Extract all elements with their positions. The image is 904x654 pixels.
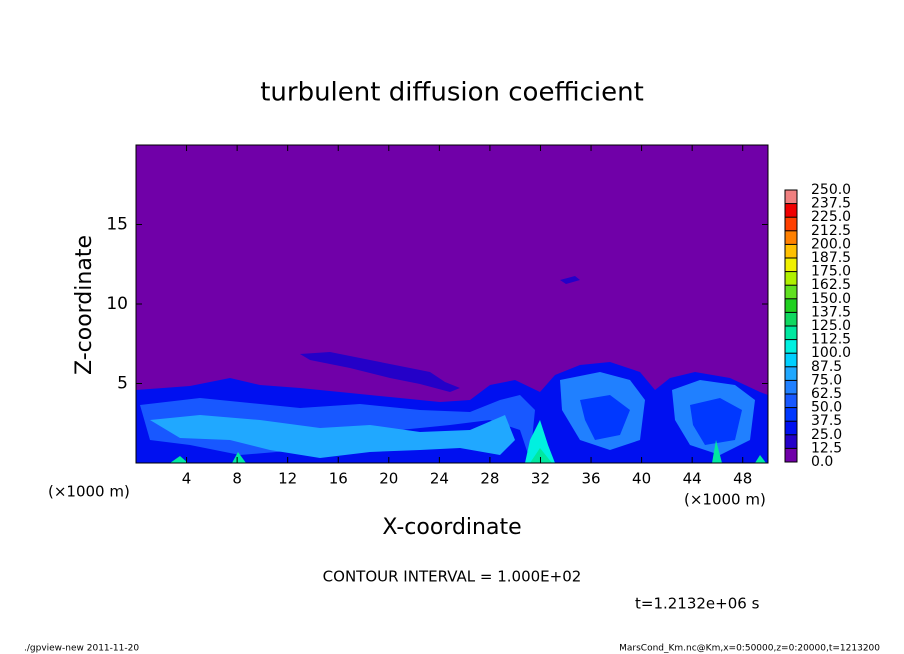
- x-tick-label: 28: [480, 470, 499, 488]
- y-tick-label: 15: [106, 215, 128, 235]
- colorbar-segment: [785, 217, 797, 231]
- x-tick-label: 48: [733, 470, 752, 488]
- colorbar-label: 62.5: [811, 386, 842, 402]
- colorbar-segment: [785, 421, 797, 435]
- field-region: [580, 395, 630, 440]
- colorbar-label: 0.0: [811, 454, 833, 470]
- colorbar-label: 12.5: [811, 440, 842, 456]
- colorbar-segment: [785, 407, 797, 422]
- colorbar-label: 250.0: [811, 182, 851, 198]
- x-tick-label: 24: [430, 470, 449, 488]
- colorbar-label: 137.5: [811, 304, 851, 320]
- colorbar-label: 125.0: [811, 318, 851, 334]
- colorbar-label: 187.5: [811, 250, 851, 266]
- field: [136, 145, 768, 463]
- field-region: [690, 398, 742, 445]
- colorbar-segment: [785, 448, 797, 462]
- footer-right: MarsCond_Km.nc@Km,x=0:50000,z=0:20000,t=…: [619, 644, 880, 654]
- colorbar-label: 237.5: [811, 196, 851, 212]
- colorbar-segment: [785, 326, 797, 340]
- x-tick-label: 12: [278, 470, 297, 488]
- colorbar-segment: [785, 380, 797, 394]
- y-axis-label: Z-coordinate: [72, 235, 97, 375]
- colorbar-label: 225.0: [811, 209, 851, 225]
- colorbar-label: 25.0: [811, 427, 842, 443]
- colorbar-segment: [785, 366, 797, 381]
- colorbar-segment: [785, 394, 797, 408]
- x-axis-label: X-coordinate: [382, 515, 521, 540]
- x-tick-label: 40: [632, 470, 651, 488]
- colorbar-label: 112.5: [811, 332, 851, 348]
- colorbar-segment: [785, 244, 797, 258]
- x-tick-label: 36: [581, 470, 600, 488]
- colorbar-segment: [785, 203, 797, 218]
- colorbar-label: 50.0: [811, 400, 842, 416]
- field-region: [560, 276, 580, 284]
- colorbar-label: 150.0: [811, 291, 851, 307]
- chart-title: turbulent diffusion coefficient: [260, 78, 644, 108]
- colorbar-label: 100.0: [811, 345, 851, 361]
- y-tick-label: 5: [117, 374, 128, 394]
- colorbar-label: 37.5: [811, 413, 842, 429]
- field-region: [150, 415, 515, 458]
- x-tick-label: 32: [531, 470, 550, 488]
- colorbar-segment: [785, 230, 797, 245]
- colorbar-segment: [785, 190, 797, 204]
- colorbar-segment: [785, 312, 797, 326]
- field-region: [300, 352, 460, 392]
- field-region: [525, 420, 555, 463]
- colorbar-segment: [785, 339, 797, 354]
- x-tick-label: 20: [379, 470, 398, 488]
- contour-interval: CONTOUR INTERVAL = 1.000E+02: [323, 568, 582, 586]
- colorbar-label: 212.5: [811, 223, 851, 239]
- colorbar-label: 87.5: [811, 359, 842, 375]
- x-tick-label: 8: [232, 470, 242, 488]
- colorbar-segment: [785, 258, 797, 272]
- colorbar-label: 175.0: [811, 264, 851, 280]
- colorbar-label: 200.0: [811, 236, 851, 252]
- colorbar-segment: [785, 353, 797, 367]
- footer-left: ./gpview-new 2011-11-20: [24, 644, 139, 654]
- colorbar-segment: [785, 271, 797, 286]
- x-tick-label: 4: [182, 470, 192, 488]
- time-label: t=1.2132e+06 s: [635, 595, 760, 613]
- colorbar-label: 75.0: [811, 372, 842, 388]
- colorbar-segment: [785, 434, 797, 449]
- colorbar-segment: [785, 285, 797, 299]
- x-unit-label: (×1000 m): [684, 491, 766, 509]
- x-unit-label: (×1000 m): [48, 483, 130, 501]
- x-tick-label: 44: [683, 470, 702, 488]
- colorbar-segment: [785, 298, 797, 313]
- colorbar-label: 162.5: [811, 277, 851, 293]
- x-tick-label: 16: [329, 470, 348, 488]
- y-tick-label: 10: [106, 294, 128, 314]
